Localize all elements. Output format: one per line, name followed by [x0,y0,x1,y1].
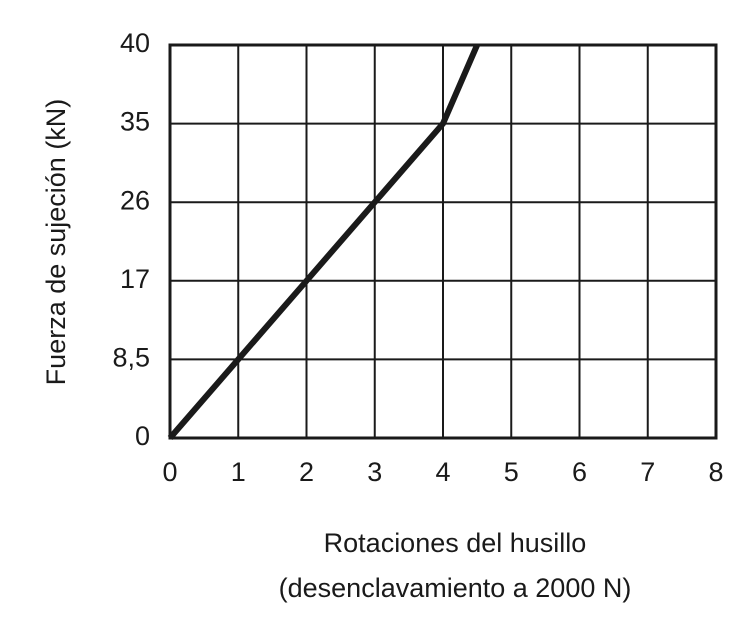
x-tick-label: 3 [367,457,382,487]
y-tick-label: 40 [120,28,150,58]
x-tick-label: 5 [504,457,519,487]
y-tick-label: 26 [120,185,150,215]
y-tick-label: 8,5 [112,343,150,373]
data-line [167,43,480,440]
x-tick-label: 2 [299,457,314,487]
y-tick-label: 0 [135,421,150,451]
x-tick-label: 8 [708,457,723,487]
x-tick-label: 6 [572,457,587,487]
x-tick-label: 0 [162,457,177,487]
plot-frame [168,43,718,440]
y-axis-label: Fuerza de sujeción (kN) [41,99,71,386]
y-tick-label: 17 [120,264,150,294]
y-tick-label: 35 [120,107,150,137]
x-tick-label: 4 [435,457,450,487]
x-axis-label: Rotaciones del husillo [324,528,587,558]
x-tick-label: 7 [640,457,655,487]
x-axis-label: (desenclavamiento a 2000 N) [279,573,632,603]
x-tick-label: 1 [231,457,246,487]
